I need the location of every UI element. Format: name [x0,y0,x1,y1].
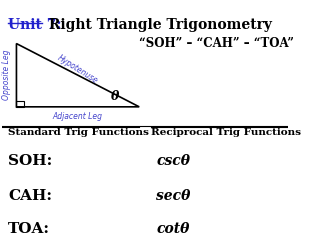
Text: TOA:: TOA: [8,222,50,236]
Text: θ: θ [111,90,119,103]
Text: Hypotenuse: Hypotenuse [56,53,100,85]
Text: Unit 7:: Unit 7: [8,18,61,32]
Text: Reciprocal Trig Functions: Reciprocal Trig Functions [151,128,300,137]
Text: secθ: secθ [156,189,191,203]
Text: Right Triangle Trigonometry: Right Triangle Trigonometry [44,18,272,32]
Text: “SOH” – “CAH” – “TOA”: “SOH” – “CAH” – “TOA” [139,36,294,49]
Text: Opposite Leg: Opposite Leg [2,50,11,101]
Text: Standard Trig Functions: Standard Trig Functions [8,128,149,137]
Text: Adjacent Leg: Adjacent Leg [53,112,103,121]
Text: cotθ: cotθ [156,222,190,236]
Text: CAH:: CAH: [8,189,52,203]
Text: cscθ: cscθ [156,154,190,168]
Text: SOH:: SOH: [8,154,52,168]
